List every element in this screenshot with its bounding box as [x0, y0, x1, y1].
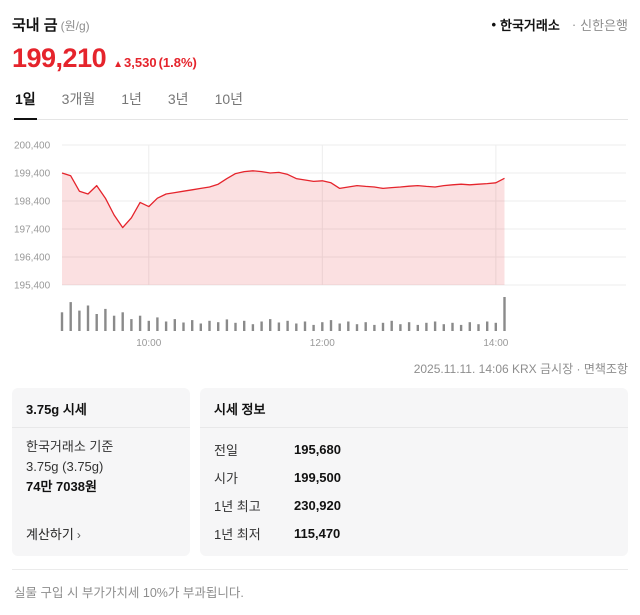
disclaimer-link[interactable]: 면책조항 — [583, 362, 628, 376]
page-title: 국내 금 — [12, 17, 58, 34]
unit-card-price: 74만 7038원 — [26, 479, 97, 495]
info-value: 195,680 — [294, 441, 341, 457]
tab-1day[interactable]: 1일 — [14, 85, 37, 120]
widget-header: 국내 금 (원/g) • 한국거래소 · 신한은행 — [12, 14, 628, 35]
info-label: 시가 — [214, 470, 238, 486]
price-change: ▲ 3,530 (1.8%) — [113, 55, 197, 72]
svg-text:199,400: 199,400 — [14, 169, 51, 180]
source-option-krx[interactable]: • 한국거래소 — [491, 15, 559, 34]
svg-text:198,400: 198,400 — [14, 197, 51, 208]
info-card-title: 시세 정보 — [200, 388, 628, 428]
info-label: 1년 최저 — [214, 526, 261, 542]
svg-text:200,400: 200,400 — [14, 141, 51, 152]
vat-notice: 실물 구입 시 부가가치세 10%가 부과됩니다. — [12, 569, 628, 615]
table-row: 전일 195,680 — [214, 435, 614, 463]
unit-price-card: 3.75g 시세 한국거래소 기준 3.75g (3.75g) 74만 7038… — [12, 388, 190, 556]
chart-canvas: 200,400 199,400 198,400 197,400 196,400 195,4… — [14, 141, 626, 349]
chart-meta-row: 2025.11.11. 14:06 KRX 금시장 · 면책조항 — [12, 360, 628, 377]
bullet-icon: · — [571, 17, 577, 32]
tab-3years[interactable]: 3년 — [167, 91, 189, 107]
change-percent: (1.8%) — [158, 55, 197, 70]
source-selector: • 한국거래소 · 신한은행 — [491, 15, 628, 34]
info-value: 115,470 — [294, 525, 341, 541]
unit-card-basis: 한국거래소 기준 — [26, 439, 114, 454]
price-volume-chart: 200,400 199,400 198,400 197,400 196,400 195,4… — [12, 135, 628, 351]
unit-card-weight: 3.75g (3.75g) — [26, 459, 104, 475]
table-row: 1년 최저 115,470 — [214, 519, 614, 547]
title-wrap: 국내 금 (원/g) — [12, 14, 90, 35]
tab-10years[interactable]: 10년 — [214, 91, 244, 107]
svg-text:197,400: 197,400 — [14, 225, 51, 236]
unit-card-title: 3.75g 시세 — [12, 388, 190, 428]
tab-1year[interactable]: 1년 — [121, 91, 142, 107]
meta-separator: · — [576, 362, 581, 376]
info-cards: 3.75g 시세 한국거래소 기준 3.75g (3.75g) 74만 7038… — [12, 388, 628, 556]
table-row: 시가 199,500 — [214, 463, 614, 491]
info-label: 전일 — [214, 442, 238, 458]
svg-text:196,400: 196,400 — [14, 253, 51, 264]
unit-card-body: 한국거래소 기준 3.75g (3.75g) 74만 7038원 계산하기 › — [12, 428, 190, 556]
calculate-link[interactable]: 계산하기 › — [26, 516, 176, 545]
calculate-link-label: 계산하기 — [26, 526, 74, 542]
source-label: 한국거래소 — [500, 18, 560, 33]
current-price: 199,210 — [12, 43, 107, 73]
svg-text:195,400: 195,400 — [14, 281, 51, 292]
svg-text:10:00: 10:00 — [136, 338, 161, 349]
bullet-icon: • — [491, 17, 496, 32]
chevron-right-icon: › — [76, 527, 81, 542]
info-card-body: 전일 195,680 시가 199,500 1년 최고 230,920 1년 최… — [200, 428, 628, 556]
price-row: 199,210 ▲ 3,530 (1.8%) — [12, 45, 628, 72]
svg-text:12:00: 12:00 — [310, 338, 335, 349]
market-info-card: 시세 정보 전일 195,680 시가 199,500 1년 최고 230,92… — [200, 388, 628, 556]
tab-3months[interactable]: 3개월 — [61, 91, 96, 107]
table-row: 1년 최고 230,920 — [214, 491, 614, 519]
up-arrow-icon: ▲ — [113, 59, 124, 70]
source-label: 신한은행 — [580, 18, 628, 33]
info-label: 1년 최고 — [214, 498, 261, 514]
price-unit-label: (원/g) — [60, 19, 90, 33]
svg-text:14:00: 14:00 — [483, 338, 508, 349]
period-tabs: 1일 3개월 1년 3년 10년 — [12, 85, 628, 120]
source-option-shinhan[interactable]: · 신한은행 — [572, 15, 628, 34]
info-value: 230,920 — [294, 497, 341, 513]
info-value: 199,500 — [294, 469, 341, 485]
change-value: 3,530 — [124, 55, 157, 70]
timestamp: 2025.11.11. 14:06 KRX 금시장 — [413, 362, 574, 376]
